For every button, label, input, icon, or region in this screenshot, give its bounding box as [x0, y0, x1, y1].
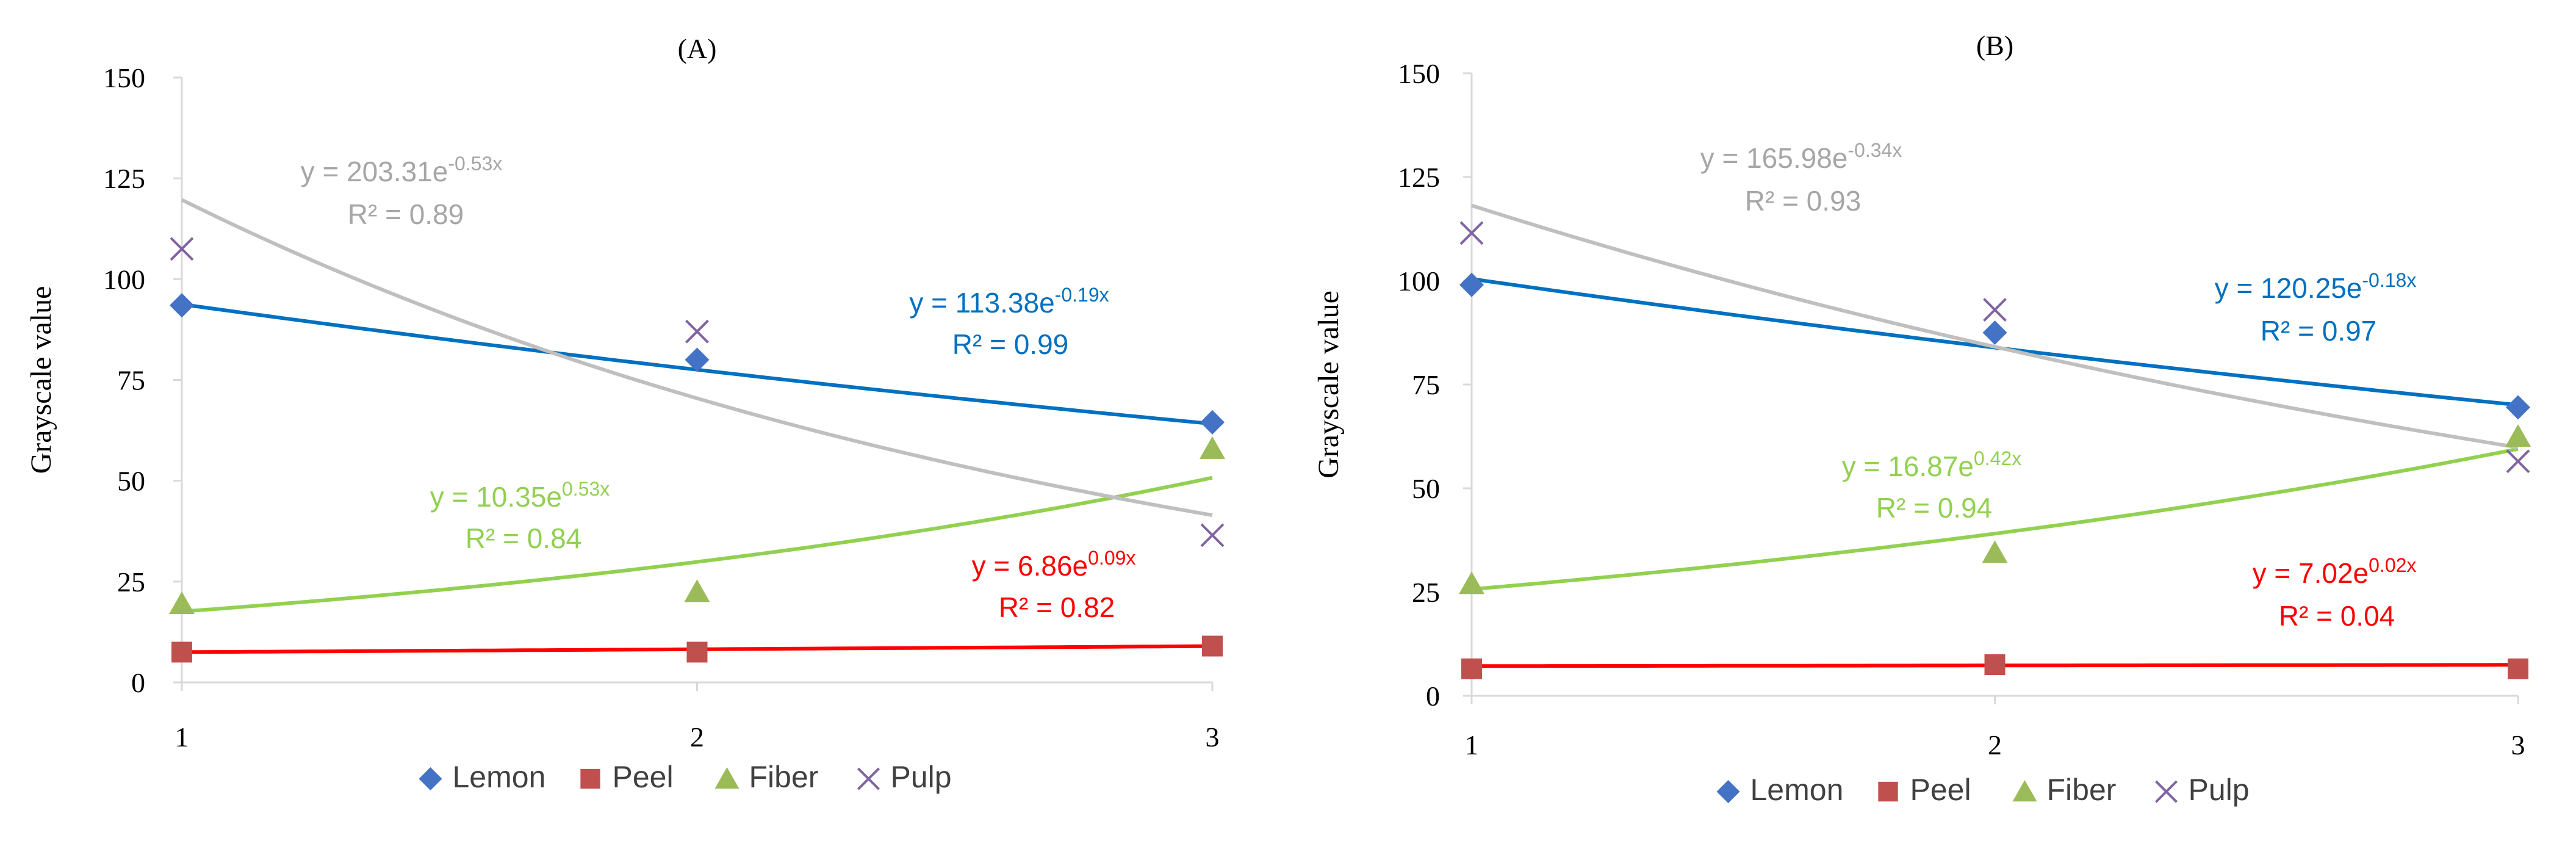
legend-label-fiber: Fiber — [749, 760, 819, 794]
data-point-fiber — [1200, 436, 1225, 459]
y-tick-label: 100 — [1398, 266, 1440, 297]
legend-marker-fiber — [714, 767, 739, 789]
r-squared-label-lemon: R² = 0.97 — [2261, 315, 2377, 347]
y-tick-label: 0 — [1426, 681, 1440, 712]
data-point-pulp — [1983, 298, 2007, 322]
legend-marker-pulp — [2154, 780, 2178, 803]
trendline-pulp — [181, 198, 1213, 518]
legend-marker-fiber — [2012, 780, 2037, 802]
equation-label-peel: y = 6.86e0.09x — [972, 547, 1136, 582]
r-squared-label-pulp: R² = 0.89 — [348, 198, 464, 230]
legend-label-lemon: Lemon — [1750, 773, 1844, 807]
legend-marker-lemon — [419, 767, 442, 790]
legend-label-peel: Peel — [613, 760, 674, 794]
x-tick-label: 2 — [690, 721, 704, 753]
data-point-fiber — [1982, 540, 2008, 563]
data-point-peel — [1461, 658, 1482, 679]
legend-marker-pulp — [857, 767, 880, 790]
y-tick-label: 25 — [117, 566, 145, 598]
equation-label-fiber: y = 16.87e0.42x — [1842, 447, 2021, 482]
data-point-peel — [686, 641, 708, 663]
x-tick-label: 1 — [175, 721, 189, 753]
legend-marker-peel — [1878, 781, 1898, 802]
equation-label-peel: y = 7.02e0.02x — [2253, 554, 2417, 589]
data-point-peel — [1984, 654, 2006, 675]
r-squared-label-peel: R² = 0.04 — [2279, 600, 2395, 632]
data-point-peel — [2508, 658, 2528, 679]
y-tick-label: 150 — [1398, 58, 1440, 89]
data-point-fiber — [1459, 571, 1484, 594]
chart-title: (B) — [1976, 30, 2013, 61]
data-point-pulp — [1200, 523, 1225, 547]
data-point-lemon — [685, 347, 710, 372]
equation-label-fiber: y = 10.35e0.53x — [430, 478, 610, 513]
equation-label-pulp: y = 165.98e-0.34x — [1700, 139, 1902, 174]
data-point-pulp — [685, 319, 709, 344]
legend-marker-peel — [580, 768, 600, 789]
data-point-lemon — [2506, 395, 2530, 420]
legend-label-peel: Peel — [1910, 773, 1971, 807]
r-squared-label-pulp: R² = 0.93 — [1745, 185, 1862, 217]
chart-panel-b: (B) Grayscale value 0 25 50 75 100 125 150 1 2 3 y =… — [1312, 30, 2531, 807]
y-tick-label: 0 — [131, 667, 145, 698]
data-point-lemon — [170, 293, 194, 318]
x-tick-label: 1 — [1465, 729, 1479, 760]
y-tick-label: 150 — [103, 62, 145, 93]
data-point-peel — [1202, 635, 1223, 657]
trendline-fiber — [1471, 447, 2519, 591]
legend-label-fiber: Fiber — [2047, 773, 2117, 807]
chart-panel-a: (A) Grayscale value 0 25 50 75 100 125 150 1 2 3 y =… — [25, 33, 1225, 794]
x-tick-label: 3 — [1206, 721, 1220, 753]
r-squared-label-fiber: R² = 0.84 — [466, 522, 582, 554]
legend-marker-lemon — [1716, 780, 1740, 803]
data-point-pulp — [1459, 221, 1484, 245]
y-tick-label: 75 — [1412, 369, 1440, 400]
data-point-lemon — [1982, 320, 2007, 345]
trendline-pulp — [1471, 203, 2519, 449]
data-point-lemon — [1459, 272, 1484, 297]
data-point-pulp — [2506, 449, 2530, 474]
x-tick-label: 3 — [2511, 729, 2525, 760]
trendline-fiber — [181, 475, 1213, 613]
equation-label-pulp: y = 203.31e-0.53x — [301, 153, 503, 187]
y-axis-label: Grayscale value — [1312, 291, 1345, 479]
y-tick-label: 50 — [1412, 473, 1440, 504]
legend: Lemon Peel Fiber Pulp — [419, 760, 952, 794]
r-squared-label-lemon: R² = 0.99 — [952, 328, 1069, 360]
x-tick-label: 2 — [1988, 729, 2002, 760]
r-squared-label-peel: R² = 0.82 — [999, 591, 1115, 623]
data-point-pulp — [170, 237, 194, 261]
y-tick-label: 100 — [103, 264, 145, 295]
equation-label-lemon: y = 113.38e-0.19x — [909, 284, 1109, 319]
r-squared-label-fiber: R² = 0.94 — [1876, 492, 1993, 524]
y-tick-label: 50 — [117, 466, 145, 497]
data-point-fiber — [684, 579, 710, 602]
data-point-fiber — [169, 591, 195, 615]
data-point-fiber — [2505, 424, 2531, 447]
y-tick-label: 125 — [1398, 162, 1440, 193]
data-point-peel — [171, 641, 192, 663]
y-tick-label: 25 — [1412, 577, 1440, 608]
data-point-lemon — [1200, 410, 1225, 435]
legend-label-pulp: Pulp — [891, 760, 952, 794]
equation-label-lemon: y = 120.25e-0.18x — [2215, 269, 2417, 304]
y-tick-label: 75 — [117, 365, 145, 396]
legend-label-pulp: Pulp — [2189, 773, 2250, 807]
legend-label-lemon: Lemon — [453, 760, 546, 794]
y-axis-label: Grayscale value — [25, 286, 57, 474]
y-tick-label: 125 — [103, 163, 145, 194]
legend: Lemon Peel Fiber Pulp — [1716, 773, 2250, 807]
chart-title: (A) — [678, 33, 717, 64]
